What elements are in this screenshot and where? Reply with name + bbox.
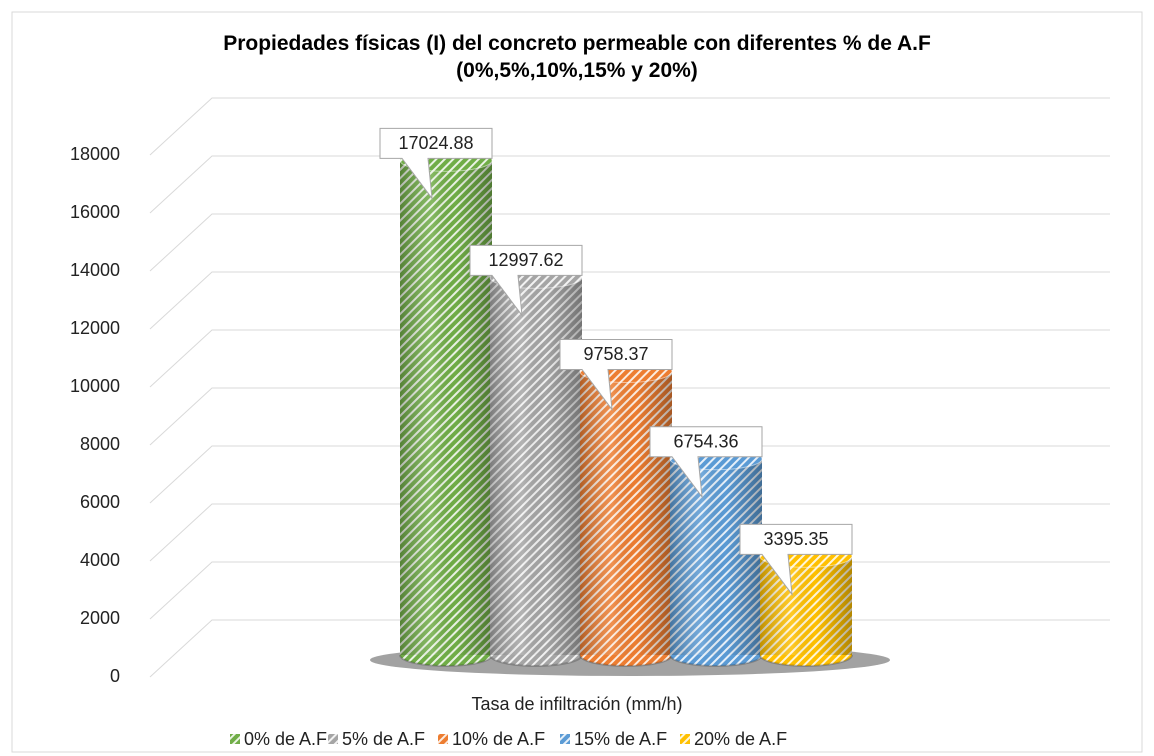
chart-title: Propiedades físicas (I) del concreto per… xyxy=(223,32,931,82)
bar-shade xyxy=(580,371,672,655)
bar-shade xyxy=(669,654,763,667)
y-tick-label: 2000 xyxy=(80,608,120,628)
y-tick-label: 12000 xyxy=(70,318,120,338)
y-tick-label: 4000 xyxy=(80,550,120,570)
data-label-box xyxy=(559,338,673,412)
grid-line xyxy=(149,329,1110,388)
y-tick-label: 18000 xyxy=(70,144,120,164)
legend-marker xyxy=(438,734,448,744)
bar-shade xyxy=(760,556,852,655)
y-tick-label: 8000 xyxy=(80,434,120,454)
grid-line xyxy=(149,155,1110,214)
legend-label: 20% de A.F xyxy=(694,729,787,749)
grid-line xyxy=(149,271,1110,330)
legend-marker xyxy=(560,734,570,744)
bar-shade xyxy=(670,458,762,655)
x-category-label: Tasa de infiltración (mm/h) xyxy=(471,694,682,714)
y-tick-label: 6000 xyxy=(80,492,120,512)
bar-shade xyxy=(399,654,493,667)
legend-label: 0% de A.F xyxy=(244,729,327,749)
legend-marker xyxy=(680,734,690,744)
y-tick-label: 16000 xyxy=(70,202,120,222)
y-tick-label: 14000 xyxy=(70,260,120,280)
grid-line xyxy=(149,387,1110,446)
bar-shade xyxy=(490,277,582,655)
data-label-box xyxy=(469,244,583,318)
data-label: 9758.37 xyxy=(583,344,648,364)
legend-label: 5% de A.F xyxy=(342,729,425,749)
y-tick-label: 10000 xyxy=(70,376,120,396)
data-label: 3395.35 xyxy=(763,529,828,549)
bar-shade xyxy=(579,654,673,667)
data-label: 12997.62 xyxy=(488,250,563,270)
data-label-box xyxy=(649,426,763,499)
legend-marker xyxy=(230,734,240,744)
bar-shade xyxy=(759,654,853,667)
legend-label: 15% de A.F xyxy=(574,729,667,749)
legend-label: 10% de A.F xyxy=(452,729,545,749)
grid-line xyxy=(149,445,1110,504)
data-label-box xyxy=(739,523,853,597)
grid-line xyxy=(149,213,1110,272)
data-label-box xyxy=(379,127,493,201)
grid-line xyxy=(149,503,1110,562)
data-label: 6754.36 xyxy=(673,431,738,451)
bar-shade xyxy=(400,160,492,656)
y-tick-label: 0 xyxy=(110,666,120,686)
legend-marker xyxy=(328,734,338,744)
bar-shade xyxy=(489,654,583,667)
grid-line xyxy=(149,97,1110,156)
data-label: 17024.88 xyxy=(398,133,473,153)
